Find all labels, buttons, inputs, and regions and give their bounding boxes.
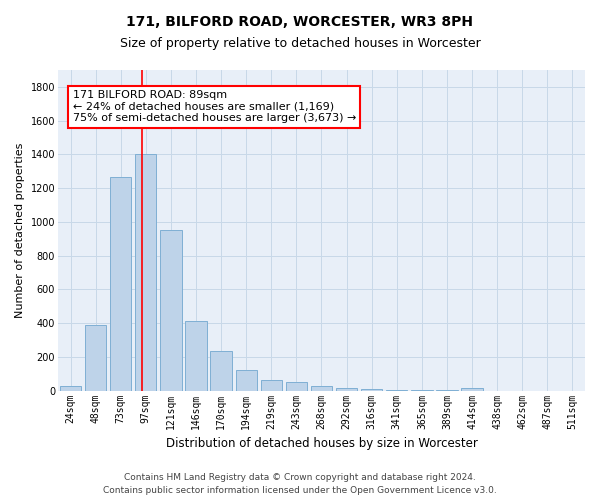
Bar	[110, 177, 131, 390]
Bar	[311, 386, 332, 390]
Bar	[135, 154, 157, 390]
Text: Contains HM Land Registry data © Crown copyright and database right 2024.
Contai: Contains HM Land Registry data © Crown c…	[103, 474, 497, 495]
Bar	[60, 386, 81, 390]
Bar	[160, 230, 182, 390]
Bar	[85, 325, 106, 390]
Bar	[461, 388, 483, 390]
Bar	[286, 382, 307, 390]
Bar	[260, 380, 282, 390]
X-axis label: Distribution of detached houses by size in Worcester: Distribution of detached houses by size …	[166, 437, 478, 450]
Bar	[211, 351, 232, 391]
Bar	[185, 322, 206, 390]
Text: Size of property relative to detached houses in Worcester: Size of property relative to detached ho…	[119, 38, 481, 51]
Y-axis label: Number of detached properties: Number of detached properties	[15, 142, 25, 318]
Text: 171 BILFORD ROAD: 89sqm
← 24% of detached houses are smaller (1,169)
75% of semi: 171 BILFORD ROAD: 89sqm ← 24% of detache…	[73, 90, 356, 124]
Bar	[336, 388, 357, 390]
Text: 171, BILFORD ROAD, WORCESTER, WR3 8PH: 171, BILFORD ROAD, WORCESTER, WR3 8PH	[127, 15, 473, 29]
Bar	[236, 370, 257, 390]
